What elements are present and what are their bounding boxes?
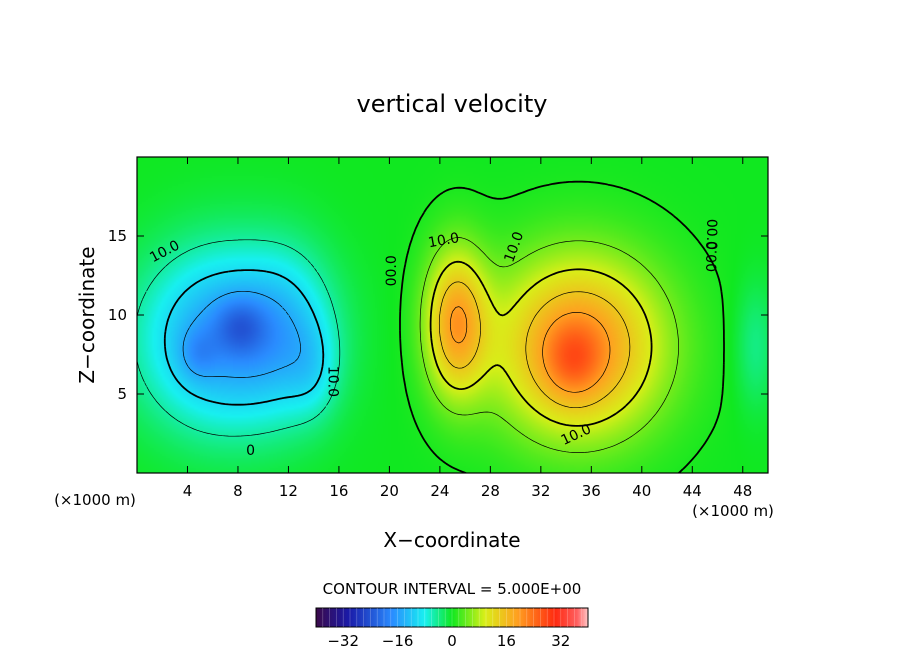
contour-line [429,260,653,427]
contour-line [438,281,631,409]
y-axis-ticks: 5 10 15 [108,227,768,403]
colorbar-tick-label: 32 [551,632,570,650]
y-tick-label: 15 [108,227,127,245]
y-tick-label: 10 [108,306,127,324]
contour-line [182,290,301,378]
x-unit-label-right: (×1000 m) [692,502,774,520]
contour-label: 00.0 [384,255,400,286]
x-tick-label: 4 [183,482,193,500]
colorbar-ticks: −32 −16 0 16 32 [327,632,570,650]
contour-label: 00.0 [705,241,721,272]
x-tick-label: 32 [531,482,550,500]
contour-line [163,269,325,406]
x-tick-label: 28 [481,482,500,500]
chart-title: vertical velocity [357,90,548,118]
colorbar-gradient [315,607,589,628]
contour-interval-text: CONTOUR INTERVAL = 5.000E+00 [323,580,582,598]
x-tick-label: 40 [632,482,651,500]
x-tick-label: 44 [683,482,702,500]
colorbar-tick-label: −32 [327,632,359,650]
contour-label: 0 [246,443,255,459]
contour-label: 00.0 [703,219,719,250]
y-axis-label: Z−coordinate [75,246,99,383]
x-tick-label: 8 [233,482,243,500]
colorbar-bands [322,608,582,627]
colorbar-tick-label: −16 [382,632,414,650]
y-tick-label: 5 [117,385,127,403]
x-tick-label: 24 [430,482,449,500]
contour-label: 10.0 [325,366,341,397]
plot-area: 10.010.000.010.0 10.010.000.000.00 [137,157,768,473]
velocity-field [137,157,768,473]
colorbar [315,607,589,628]
x-unit-label-left: (×1000 m) [54,491,136,509]
x-tick-label: 16 [329,482,348,500]
colorbar-tick-label: 0 [447,632,457,650]
contour-line [419,237,679,453]
contour-line [137,239,341,437]
x-tick-label: 36 [582,482,601,500]
contour-line [399,180,725,473]
x-axis-ticks: 4 8 12 16 20 24 28 32 36 40 44 48 [183,157,752,500]
x-tick-label: 20 [380,482,399,500]
x-tick-label: 48 [733,482,752,500]
x-tick-label: 12 [279,482,298,500]
colorbar-tick-label: 16 [497,632,516,650]
contour-label: 10.0 [427,230,460,251]
contour-line [449,306,611,393]
x-axis-label: X−coordinate [383,528,520,552]
